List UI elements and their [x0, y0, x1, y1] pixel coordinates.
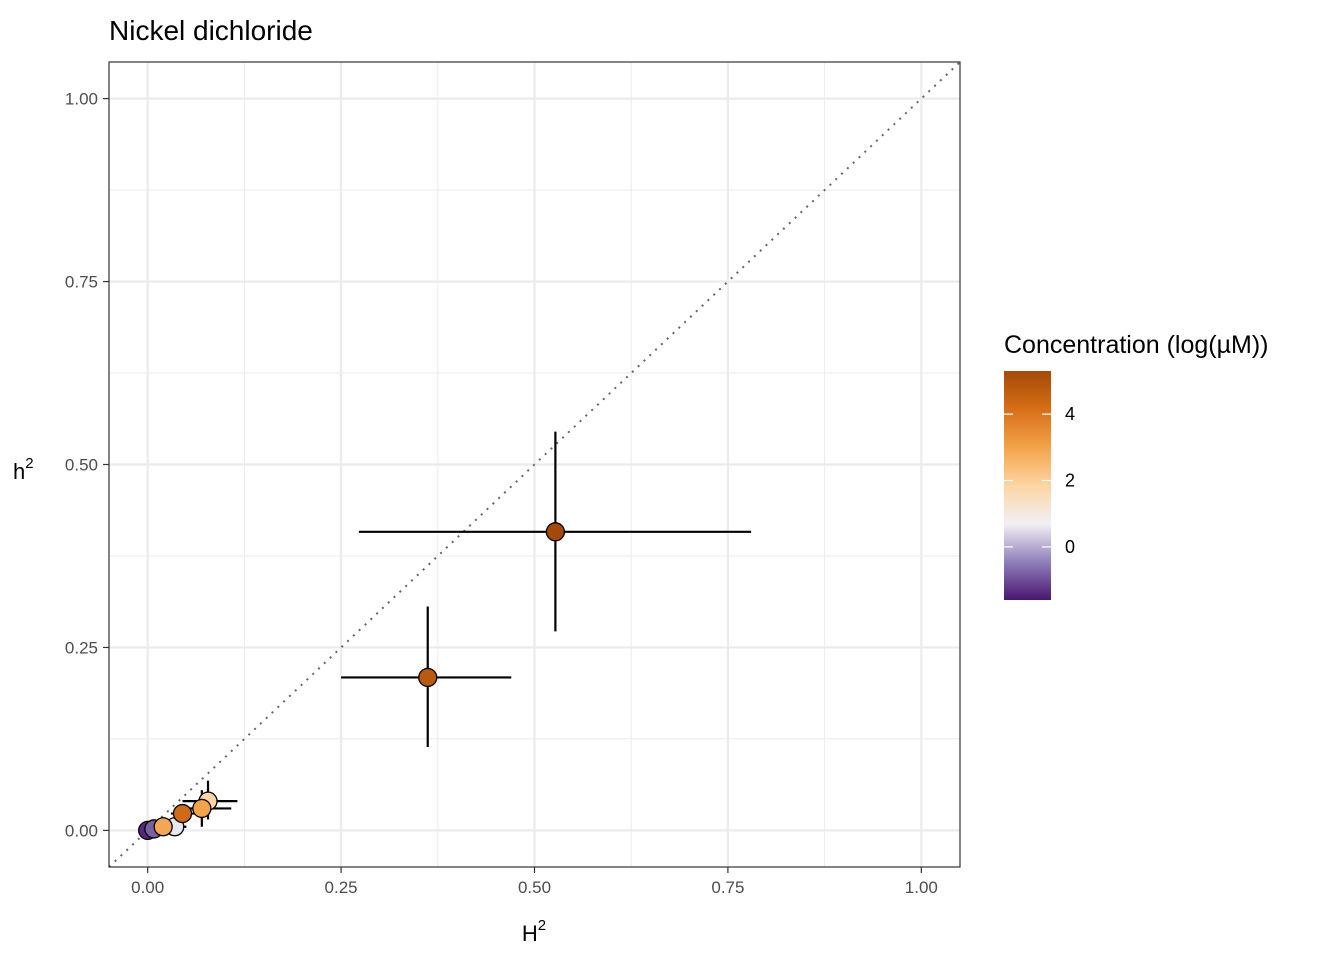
y-axis-label-sup: 2: [25, 455, 33, 472]
y-tick-label: 0.50: [65, 456, 98, 475]
x-tick-label: 0.75: [711, 878, 744, 897]
legend-colorbar: [1004, 371, 1051, 600]
data-points: [138, 522, 566, 841]
legend-ticks: 0 2 4: [1004, 404, 1075, 557]
legend-title: Concentration (log(µM)): [1004, 331, 1269, 359]
legend-tick-label: 4: [1065, 404, 1075, 424]
identity-reference-line: [109, 62, 960, 867]
data-point: [418, 667, 438, 688]
y-tick-label: 0.25: [65, 638, 98, 657]
x-tick-label: 1.00: [905, 878, 938, 897]
y-axis-label: h: [13, 459, 25, 484]
x-tick-label: 0.50: [518, 878, 551, 897]
y-axis-ticks: 0.00 0.25 0.50 0.75 1.00: [65, 90, 109, 840]
x-tick-label: 0.00: [131, 878, 164, 897]
x-tick-label: 0.25: [325, 878, 358, 897]
y-tick-label: 1.00: [65, 90, 98, 109]
legend-tick-label: 0: [1065, 537, 1075, 557]
x-axis-label: H: [522, 921, 538, 946]
data-point: [545, 522, 566, 542]
data-point: [192, 798, 212, 819]
y-tick-label: 0.00: [65, 821, 98, 840]
y-axis-title: h2: [13, 455, 34, 484]
data-point: [153, 817, 173, 837]
legend-tick-label: 2: [1065, 471, 1075, 491]
chart-title: Nickel dichloride: [109, 15, 313, 46]
data-point: [172, 803, 193, 824]
y-tick-label: 0.75: [65, 273, 98, 292]
x-axis-title: H2: [522, 917, 546, 946]
x-axis-label-sup: 2: [538, 917, 546, 934]
x-axis-ticks: 0.00 0.25 0.50 0.75 1.00: [131, 867, 938, 897]
